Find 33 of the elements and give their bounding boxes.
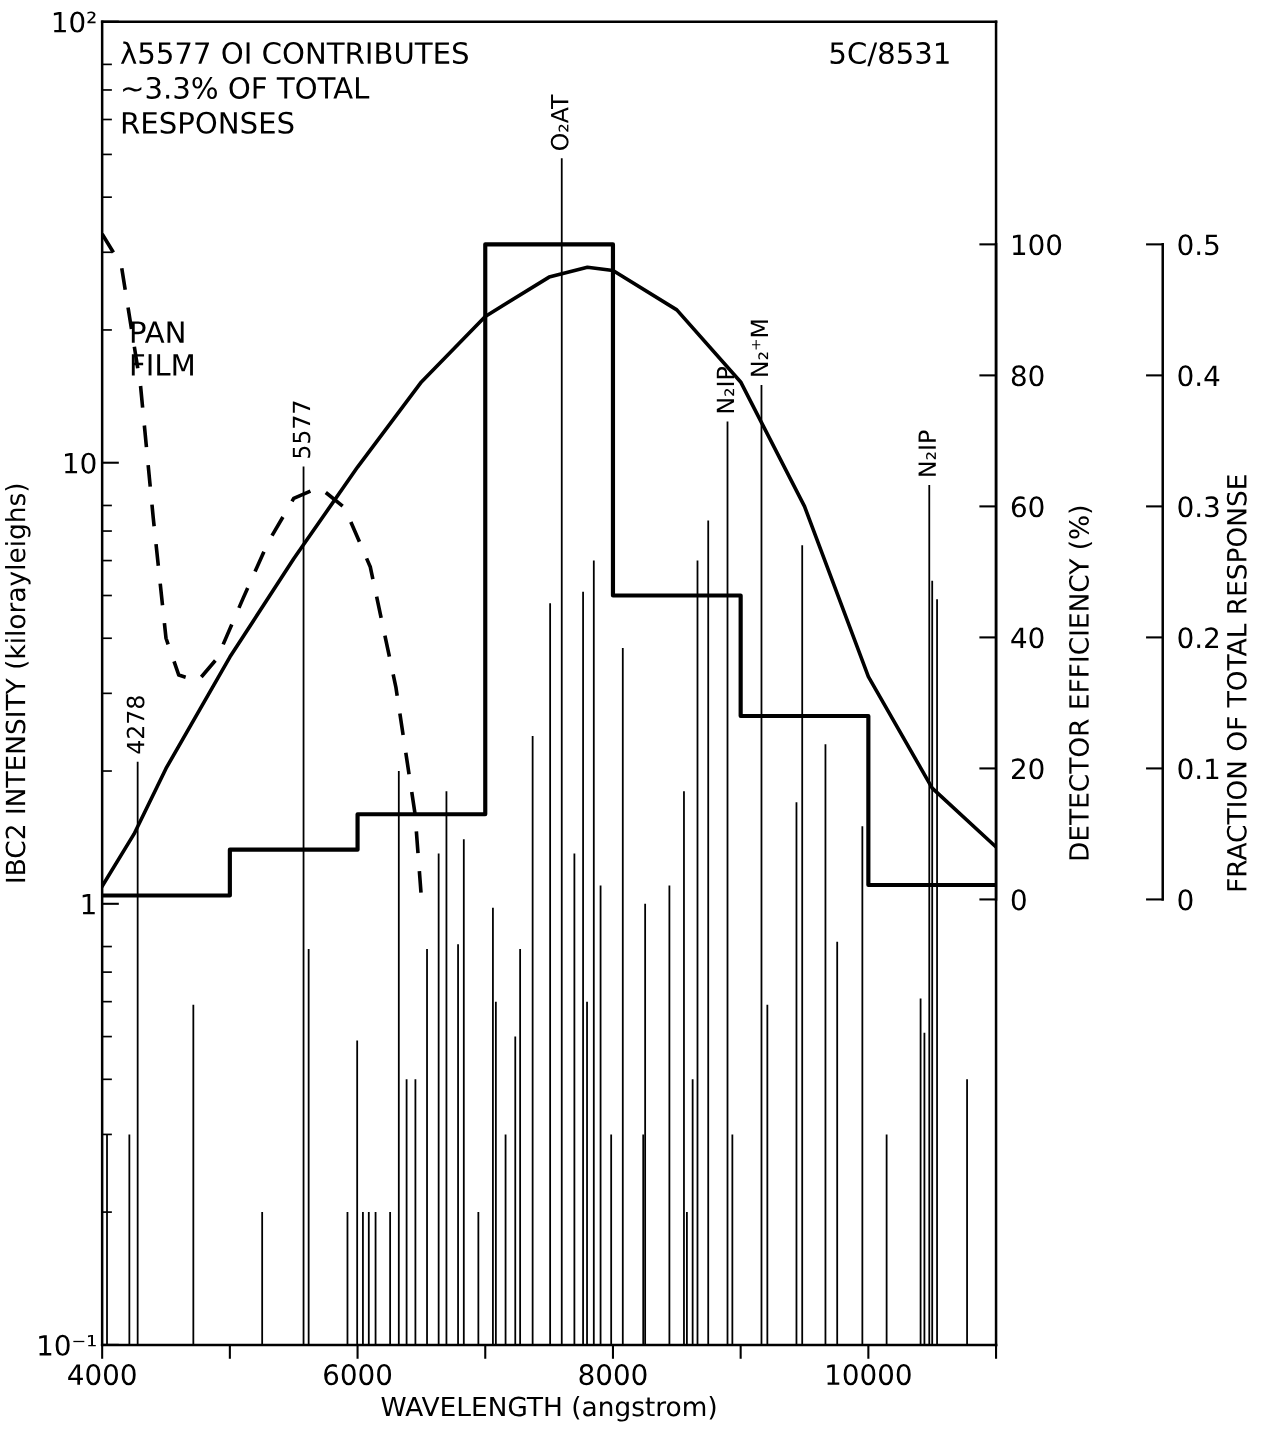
x-axis-title: WAVELENGTH (angstrom) [381,1396,716,1422]
x-tick-label: 8000 [579,1364,647,1386]
y3-tick-label: 0.5 [1178,234,1219,256]
annotation: N₂IP [716,367,735,413]
y2-tick-label: 100 [1013,234,1062,256]
annotation: λ5577 OI CONTRIBUTES ~3.3% OF TOTAL RESPONSES [120,41,468,134]
annotation: N₂IP [918,430,936,476]
y3-tick-label: 0.1 [1178,758,1219,780]
y-tick-label: 10 [65,452,96,474]
y-axis-title: IBC2 INTENSITY (kilorayleighs) [5,484,31,882]
y-tick-label: 10² [53,11,96,33]
annotation: 5577 [292,401,311,458]
y2-tick-label: 0 [1011,889,1026,911]
annotation: 5C/8531 [830,42,949,67]
y3-tick-label: 0.4 [1178,365,1220,387]
y2-tick-label: 20 [1011,758,1044,780]
y2-axis-title: DETECTOR EFFICIENCY (%) [1068,506,1093,860]
y-tick-label: 1 [82,894,95,915]
x-tick-label: 6000 [324,1364,392,1386]
y2-tick-label: 80 [1011,365,1044,387]
y3-tick-label: 0.3 [1178,496,1219,518]
annotation: O₂AT [550,94,569,151]
y3-tick-label: 0.2 [1178,627,1219,649]
x-tick-label: 4000 [68,1364,136,1386]
y-tick-label: 10⁻¹ [39,1334,96,1356]
y2-tick-label: 60 [1011,496,1044,518]
y2-tick-label: 40 [1011,627,1044,649]
annotation: 4278 [126,696,145,754]
series-label: PAN FILM [131,321,193,376]
y3-tick-label: 0 [1178,889,1193,911]
annotation: N₂⁺M [750,320,769,376]
y3-axis-title: FRACTION OF TOTAL RESPONSE [1226,475,1247,891]
x-tick-label: 10000 [827,1364,911,1386]
